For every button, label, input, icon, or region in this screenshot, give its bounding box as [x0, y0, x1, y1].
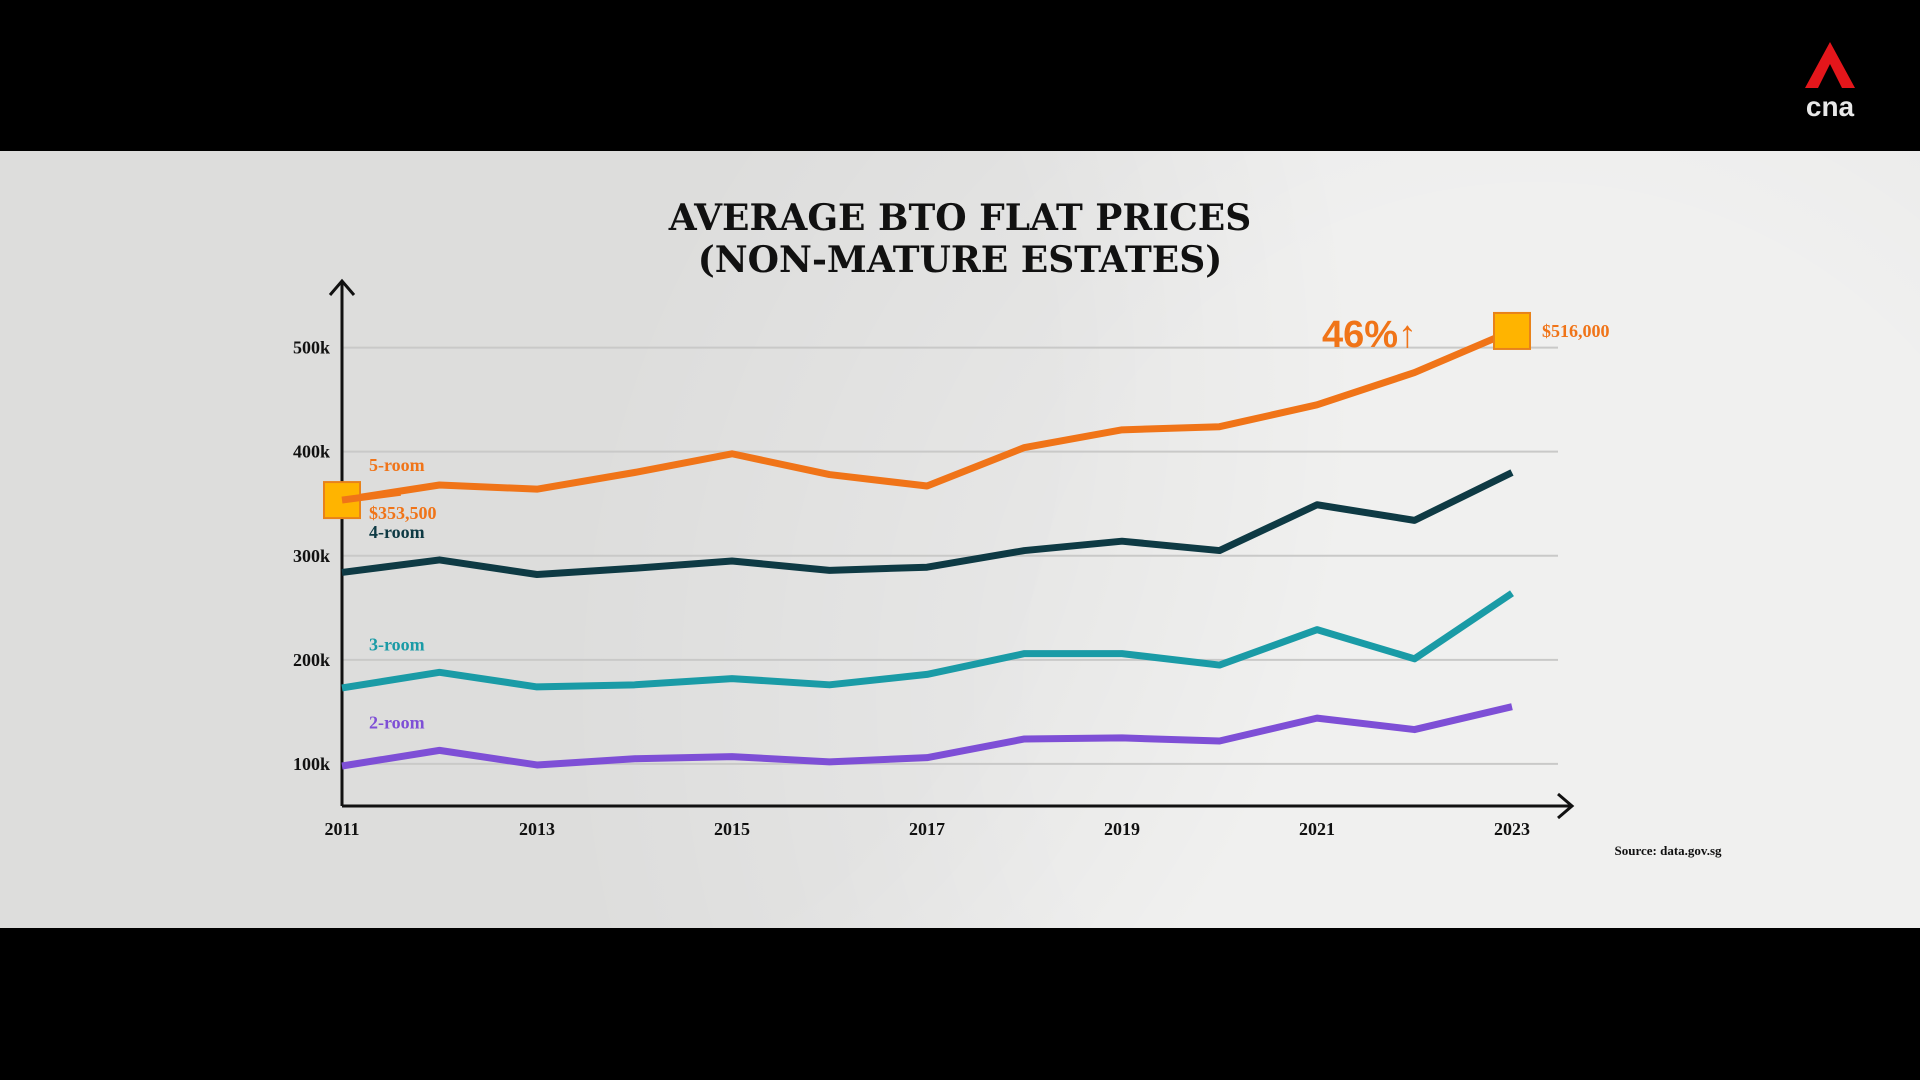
logo-text: cna: [1806, 91, 1855, 120]
chart-background: [0, 151, 1920, 928]
series-line-3-room: [341, 590, 1514, 692]
x-tick-label: 2021: [1299, 819, 1335, 839]
series-label-3-room: 3-room: [369, 634, 425, 654]
chart-title-line-2: (NON-MATURE ESTATES): [698, 239, 1223, 281]
series-line-5-room: [341, 327, 1514, 504]
letterbox-bottom: [0, 928, 1920, 1080]
source-note: Source: data.gov.sg: [1614, 843, 1722, 858]
series-label-4-room: 4-room: [369, 522, 425, 542]
x-tick-label: 2011: [324, 819, 359, 839]
y-tick-label: 200k: [293, 650, 330, 670]
start-value-label: $353,500: [369, 503, 437, 523]
x-tick-label: 2023: [1494, 819, 1530, 839]
y-tick-label: 300k: [293, 546, 330, 566]
axes: [328, 278, 1575, 820]
letterbox-top: [0, 0, 1920, 151]
x-tick-label: 2015: [714, 819, 750, 839]
x-tick-label: 2013: [519, 819, 555, 839]
y-axis-arrow-icon: [328, 278, 356, 296]
x-tick-label: 2019: [1104, 819, 1140, 839]
percent-change-label: 46%↑: [1322, 314, 1417, 356]
y-tick-label: 100k: [293, 754, 330, 774]
x-axis-arrow-icon: [1557, 792, 1575, 820]
end-marker: [1493, 311, 1531, 350]
series-label-5-room: 5-room: [369, 455, 425, 475]
end-value-label: $516,000: [1542, 321, 1610, 341]
series-label-2-room: 2-room: [369, 712, 425, 732]
start-marker-line: [341, 488, 401, 504]
chart-title-line-1: AVERAGE BTO FLAT PRICES: [668, 197, 1251, 239]
y-tick-label: 500k: [293, 338, 330, 358]
y-tick-label: 400k: [293, 442, 330, 462]
cna-logo: cna: [1805, 42, 1855, 120]
series-line-2-room: [341, 703, 1513, 770]
x-tick-label: 2017: [909, 819, 945, 839]
